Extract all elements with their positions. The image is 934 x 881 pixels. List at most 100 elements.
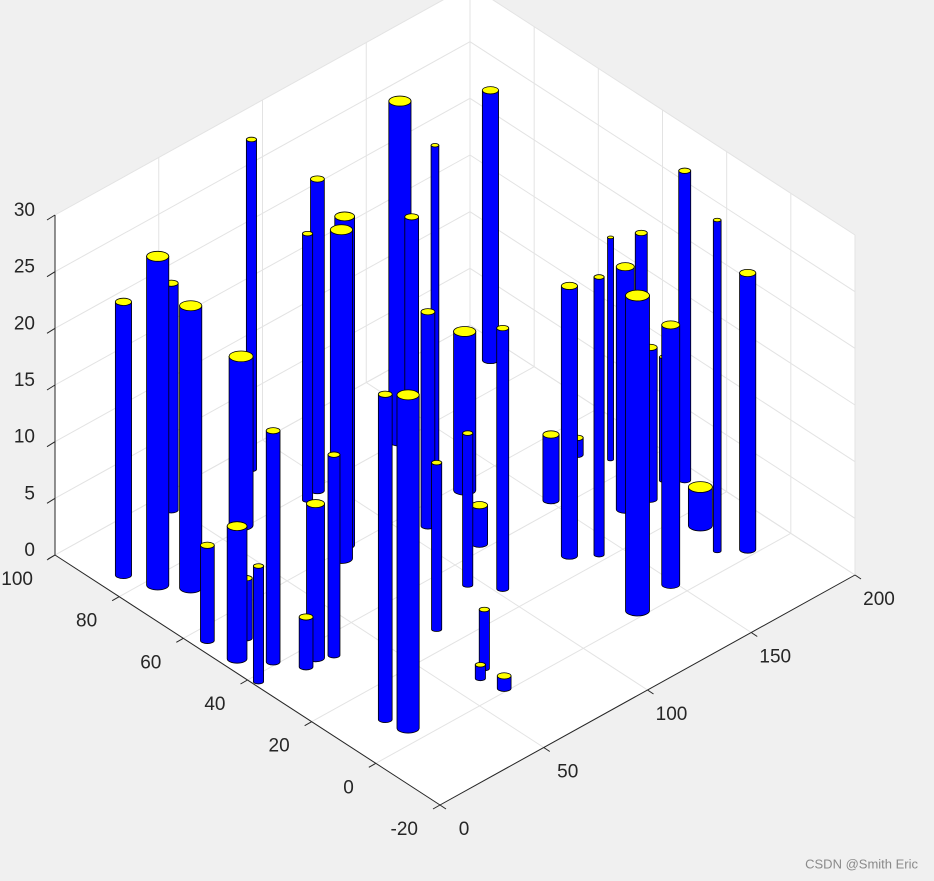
- cylinder-body: [712, 219, 722, 554]
- z-tick-label: 5: [24, 483, 35, 504]
- cylinder-top: [474, 662, 486, 668]
- z-tick-label: 15: [14, 370, 35, 391]
- z-tick: [46, 441, 56, 448]
- cylinder-body: [200, 544, 215, 644]
- z-tick: [46, 497, 56, 504]
- grid-line: [54, 41, 471, 273]
- cylinder-body: [560, 285, 578, 560]
- cylinder-top: [179, 300, 203, 312]
- cylinder-top: [302, 230, 314, 237]
- cylinder-top: [420, 308, 436, 316]
- z-tick: [46, 327, 56, 334]
- grid-line: [469, 97, 856, 349]
- cylinder-top: [542, 430, 560, 439]
- cylinder-body: [252, 565, 264, 685]
- cylinder-top: [678, 167, 692, 174]
- cylinder-body: [179, 305, 203, 594]
- z-tick-label: 20: [14, 313, 35, 334]
- cylinder-top: [334, 211, 355, 222]
- cylinder-top: [431, 459, 443, 466]
- z-tick: [46, 554, 56, 561]
- y-tick-label: -20: [391, 819, 418, 840]
- cylinder-body: [478, 609, 490, 672]
- x-tick: [543, 747, 551, 752]
- cylinder-body: [226, 525, 248, 664]
- cylinder-top: [228, 350, 254, 363]
- cylinder-top: [478, 606, 490, 613]
- cylinder-top: [327, 451, 341, 458]
- cylinder-top: [377, 390, 393, 398]
- grid-line: [54, 0, 444, 216]
- cylinder-top: [114, 297, 132, 306]
- cylinder-top: [453, 326, 477, 337]
- z-tick-label: 30: [14, 200, 35, 221]
- x-tick: [750, 632, 758, 637]
- z-tick-label: 10: [14, 427, 35, 448]
- x-tick-label: 0: [459, 819, 470, 840]
- x-tick: [854, 574, 862, 580]
- cylinder-top: [146, 250, 170, 262]
- z-tick: [46, 271, 56, 278]
- y-tick: [304, 721, 312, 727]
- cylinder-body: [661, 324, 681, 589]
- cylinder-body: [739, 272, 757, 554]
- cylinder-body: [114, 301, 132, 579]
- cylinder-top: [245, 136, 257, 143]
- cylinder-top: [661, 320, 681, 330]
- cylinder-body: [496, 327, 510, 592]
- cylinder-body: [265, 430, 281, 666]
- cylinder-body: [481, 89, 499, 364]
- cylinder-top: [625, 289, 650, 302]
- cylinder-body: [327, 454, 341, 659]
- cylinder-top: [560, 281, 578, 290]
- grid-line: [469, 154, 856, 406]
- z-tick: [46, 214, 56, 221]
- z-tick-label: 0: [24, 540, 35, 561]
- cylinder-body: [474, 664, 486, 682]
- y-tick-label: 0: [343, 777, 354, 798]
- cylinder-top: [226, 521, 248, 532]
- x-tick-label: 200: [863, 589, 895, 610]
- cylinder-top: [252, 563, 264, 569]
- cylinder-top: [329, 224, 353, 236]
- grid-line: [375, 532, 792, 764]
- cylinder-body: [298, 616, 314, 671]
- cylinder-top: [712, 217, 722, 223]
- cylinder-body: [471, 504, 489, 548]
- y-tick-label: 100: [1, 569, 33, 590]
- cylinder-body: [593, 276, 605, 558]
- cylinder-top: [404, 213, 420, 221]
- cylinder-top: [298, 613, 314, 621]
- y-tick: [432, 804, 441, 810]
- y-tick-label: 20: [269, 736, 290, 757]
- cylinder-top: [310, 175, 325, 183]
- cylinder-body: [542, 434, 560, 505]
- cylinder-top: [687, 481, 713, 493]
- cylinder-top: [306, 499, 325, 509]
- cylinder-top: [396, 389, 420, 401]
- cylinder-body: [377, 393, 393, 724]
- cylinder-top: [615, 262, 635, 272]
- y-tick: [111, 596, 120, 602]
- x-tick-label: 50: [557, 762, 578, 783]
- cylinder-body: [678, 170, 692, 484]
- cylinder-top: [496, 324, 510, 332]
- cylinder-body: [146, 255, 170, 591]
- cylinder-top: [388, 95, 412, 107]
- cylinder-top: [265, 427, 281, 435]
- y-tick-label: 40: [204, 694, 225, 715]
- grid-line: [492, 0, 856, 236]
- cylinder-top: [471, 501, 489, 510]
- cylinder-top: [481, 86, 499, 95]
- cylinder-body: [496, 675, 512, 692]
- cylinder-body: [228, 355, 254, 532]
- z-tick: [46, 384, 56, 391]
- x-tick: [439, 804, 447, 810]
- grid-line: [469, 41, 856, 293]
- cylinder-top: [634, 229, 648, 237]
- cylinder-top: [462, 430, 474, 436]
- cylinder-body: [687, 486, 713, 532]
- cylinder-body: [607, 236, 614, 462]
- cylinder-body: [431, 462, 443, 632]
